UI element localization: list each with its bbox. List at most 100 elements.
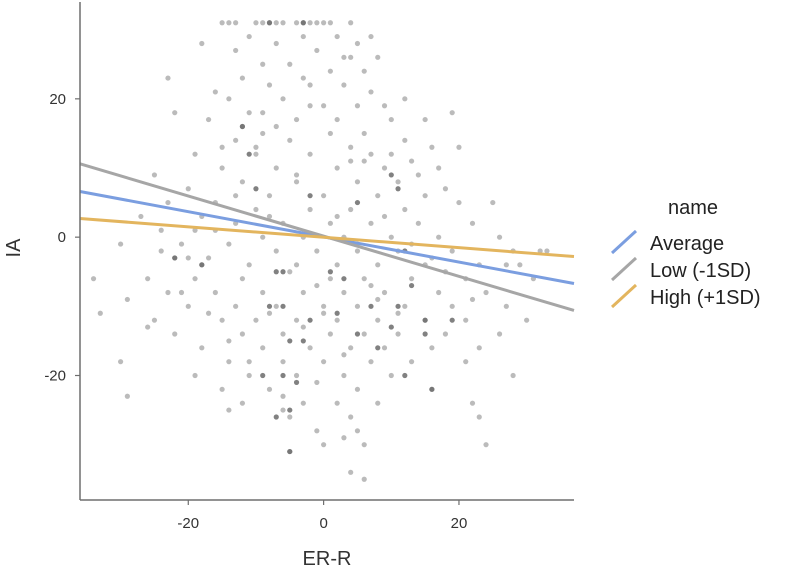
scatter-point [280,407,286,413]
scatter-point [375,317,381,323]
legend-label: High (+1SD) [650,287,761,309]
scatter-point [327,130,333,137]
scatter-point-overlap [246,151,252,157]
scatter-point [327,20,333,26]
y-tick-label: -20 [44,368,66,385]
scatter-point [402,303,408,309]
scatter-point [334,116,340,123]
scatter-point [219,144,225,150]
scatter-point-overlap [239,123,246,130]
scatter-point [348,469,354,475]
scatter-point [118,359,124,365]
scatter-point [368,151,374,157]
scatter-point [307,82,313,88]
scatter-point [253,151,259,157]
scatter-point [199,345,205,351]
scatter-point [429,345,435,351]
scatter-point-overlap [273,414,279,420]
scatter-point [307,20,313,26]
scatter-point [145,324,151,330]
scatter-point [226,20,232,26]
scatter-point [273,165,279,171]
legend-swatch [610,229,638,255]
scatter-point [300,75,306,81]
scatter-point [260,61,266,67]
legend: name Average Low (-1SD) High (+1SD) [610,197,761,309]
scatter-point [138,213,144,220]
scatter-point-overlap [172,255,178,261]
scatter-point [219,386,225,392]
scatter-point [192,276,198,282]
scatter-point [280,359,286,365]
scatter-point [361,130,367,137]
scatter-point-overlap [260,372,266,379]
scatter-point [212,89,218,95]
scatter-point [239,331,246,337]
scatter-points [90,20,550,482]
scatter-point [341,372,347,379]
scatter-point-overlap [287,338,293,344]
scatter-point [314,47,320,54]
scatter-point [449,303,455,309]
scatter-point [449,248,455,254]
scatter-point [321,442,327,448]
scatter-point-overlap [368,303,374,309]
scatter-point [219,165,225,171]
scatter-point [300,324,306,330]
scatter-point [226,407,232,413]
scatter-point [185,186,191,192]
scatter-point-overlap [341,276,347,282]
scatter-point [273,20,279,26]
x-tick-label: -20 [177,515,199,532]
scatter-point [456,199,462,206]
scatter-point-overlap [307,193,313,199]
scatter-point [192,151,198,157]
scatter-point [348,414,354,420]
scatter-point [341,289,347,296]
scatter-point [348,144,354,150]
scatter-point [361,68,367,74]
scatter-point [537,248,543,254]
scatter-point [327,276,333,282]
scatter-point [226,241,232,247]
scatter-point-overlap [395,186,401,192]
scatter-point [151,317,158,323]
scatter-point [354,303,361,309]
scatter-point [354,179,361,185]
scatter-point [124,393,130,399]
scatter-point [341,352,347,358]
scatter-point [253,20,259,26]
scatter-point [287,269,293,275]
scatter-point [375,193,381,199]
scatter-point [260,345,266,351]
scatter-point [334,400,340,406]
scatter-point [381,213,388,220]
legend-label: Low (-1SD) [650,260,751,282]
scatter-point [368,359,374,365]
scatter-point-overlap [273,269,279,275]
scatter-point [354,103,361,109]
scatter-point [463,359,469,365]
scatter-point [185,255,191,261]
scatter-point-overlap [388,324,394,330]
scatter-point [273,248,279,254]
scatter-point [260,130,266,137]
scatter-point [348,158,354,164]
legend-swatch [610,283,638,309]
scatter-point [273,303,279,309]
y-tick-label: 0 [58,229,66,246]
scatter-point-overlap [449,317,455,323]
scatter-point-overlap [280,372,286,379]
scatter-point-overlap [266,20,273,26]
scatter-point [260,289,266,296]
scatter-point [172,110,178,116]
scatter-point-overlap [375,345,381,351]
scatter-point-overlap [327,269,333,275]
scatter-point [226,338,232,344]
scatter-point [307,103,313,109]
scatter-point [266,82,273,88]
scatter-point [381,165,388,171]
scatter-point-overlap [199,262,205,268]
scatter-point [314,20,320,26]
